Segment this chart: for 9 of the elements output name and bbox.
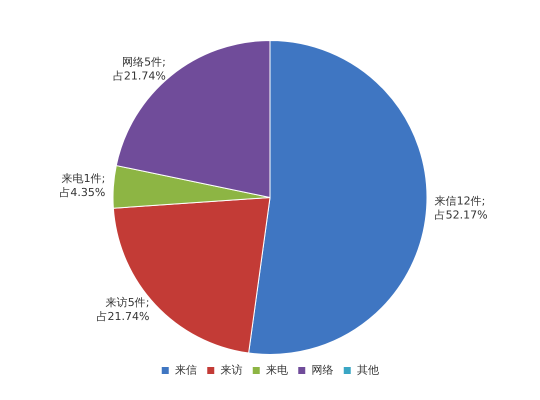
data-label: 来访5件; 占21.74%: [96, 296, 150, 323]
data-label: 网络5件; 占21.74%: [112, 55, 166, 82]
legend-label: 来信: [174, 363, 197, 376]
data-label: 来信12件; 占52.17%: [434, 194, 488, 222]
legend-label: 来电: [266, 363, 288, 376]
data-label: 来电1件; 占4.35%: [59, 172, 106, 200]
legend-label: 其他: [356, 363, 379, 376]
legend-label: 网络: [311, 363, 334, 376]
legend-label: 来访: [220, 363, 242, 376]
